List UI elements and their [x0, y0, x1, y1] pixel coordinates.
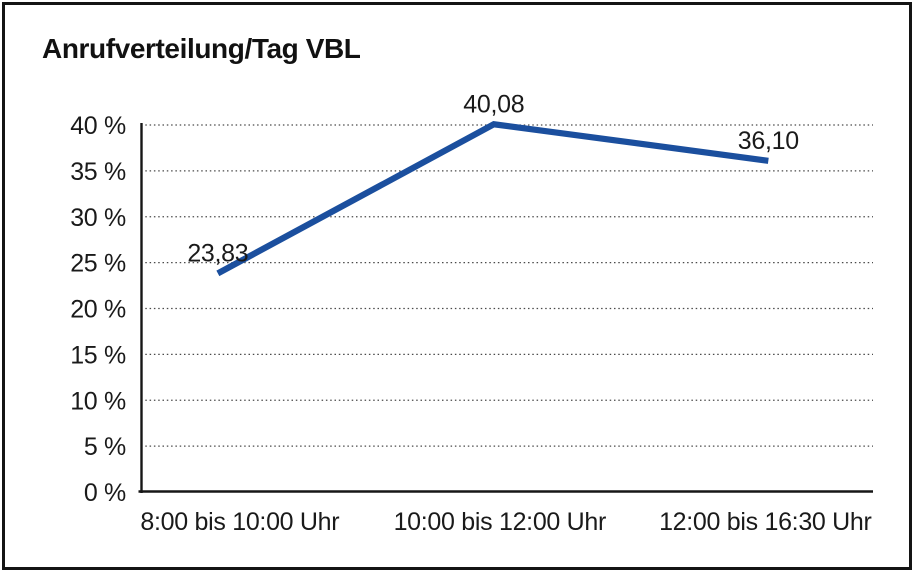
y-tick-label: 0 % [84, 479, 126, 507]
data-series-line [216, 121, 769, 277]
data-point-label: 23,83 [187, 239, 248, 267]
x-category-label: 12:00 bis 16:30 Uhr [659, 508, 872, 536]
x-category-label: 8:00 bis 10:00 Uhr [140, 508, 339, 536]
x-category-label: 10:00 bis 12:00 Uhr [394, 508, 607, 536]
y-tick-label: 30 % [70, 204, 126, 232]
data-point-label: 40,08 [463, 90, 524, 118]
y-tick-label: 25 % [70, 250, 126, 278]
chart-title: Anrufverteilung/Tag VBL [42, 33, 361, 64]
y-tick-label: 15 % [70, 341, 126, 369]
y-tick-label: 35 % [70, 158, 126, 186]
data-point-label: 36,10 [738, 127, 799, 155]
y-tick-label: 40 % [70, 112, 126, 140]
y-tick-label: 5 % [84, 433, 126, 461]
y-tick-label: 20 % [70, 296, 126, 324]
y-tick-label: 10 % [70, 387, 126, 415]
